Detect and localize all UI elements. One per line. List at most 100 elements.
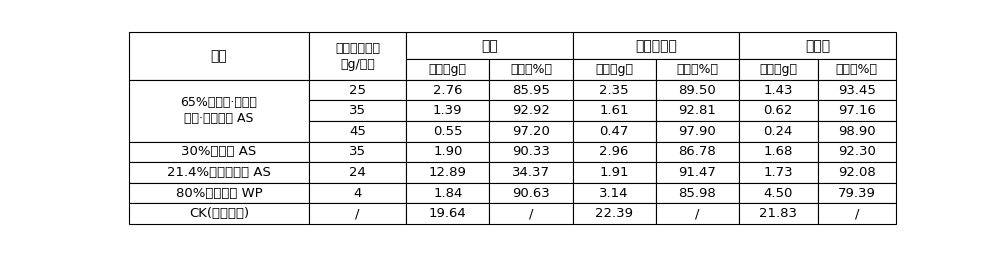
Bar <box>309 203 406 224</box>
Text: /: / <box>355 207 360 220</box>
Text: /: / <box>529 207 533 220</box>
Text: 97.16: 97.16 <box>838 104 876 117</box>
Bar <box>573 183 656 203</box>
Text: 有效成分用量
（g/亩）: 有效成分用量 （g/亩） <box>335 42 380 71</box>
Text: 0.47: 0.47 <box>599 125 629 138</box>
Text: CK(清水对照): CK(清水对照) <box>189 207 249 220</box>
Bar <box>656 59 739 80</box>
Bar <box>818 100 896 121</box>
Bar <box>656 183 739 203</box>
Text: 1.73: 1.73 <box>763 166 793 179</box>
Text: 1.84: 1.84 <box>433 187 462 200</box>
Text: 65%草甘膦·三氟羧
草醚·嘧草硫醚 AS: 65%草甘膦·三氟羧 草醚·嘧草硫醚 AS <box>181 96 257 125</box>
Bar <box>739 121 818 142</box>
Text: 1.39: 1.39 <box>433 104 463 117</box>
Text: 1.68: 1.68 <box>764 146 793 158</box>
Text: 98.90: 98.90 <box>838 125 876 138</box>
Text: 80%嘧草硫醚 WP: 80%嘧草硫醚 WP <box>176 187 262 200</box>
Bar <box>739 183 818 203</box>
Text: /: / <box>855 207 859 220</box>
Text: 处理: 处理 <box>211 49 227 63</box>
Bar <box>129 80 309 142</box>
Text: 97.20: 97.20 <box>512 125 550 138</box>
Bar <box>573 142 656 162</box>
Bar <box>489 142 573 162</box>
Text: 34.37: 34.37 <box>512 166 550 179</box>
Bar <box>739 142 818 162</box>
Bar <box>406 183 489 203</box>
Text: 92.08: 92.08 <box>838 166 876 179</box>
Text: 3.14: 3.14 <box>599 187 629 200</box>
Bar <box>406 142 489 162</box>
Text: 12.89: 12.89 <box>429 166 467 179</box>
Bar <box>739 203 818 224</box>
Bar <box>818 142 896 162</box>
Bar <box>818 121 896 142</box>
Bar <box>309 183 406 203</box>
Text: 2.35: 2.35 <box>599 84 629 97</box>
Text: 4.50: 4.50 <box>764 187 793 200</box>
Text: 90.63: 90.63 <box>512 187 550 200</box>
Bar <box>818 59 896 80</box>
Text: 1.90: 1.90 <box>433 146 462 158</box>
Text: 92.92: 92.92 <box>512 104 550 117</box>
Text: 93.45: 93.45 <box>838 84 876 97</box>
Bar <box>406 33 573 59</box>
Bar <box>406 121 489 142</box>
Bar <box>656 162 739 183</box>
Text: 85.98: 85.98 <box>679 187 716 200</box>
Bar <box>739 33 896 59</box>
Bar <box>489 121 573 142</box>
Bar <box>129 162 309 183</box>
Text: 25: 25 <box>349 84 366 97</box>
Bar <box>406 59 489 80</box>
Bar <box>489 203 573 224</box>
Text: 0.24: 0.24 <box>764 125 793 138</box>
Bar <box>309 80 406 100</box>
Text: 2.96: 2.96 <box>599 146 629 158</box>
Text: 1.43: 1.43 <box>764 84 793 97</box>
Text: 4: 4 <box>353 187 362 200</box>
Text: 24: 24 <box>349 166 366 179</box>
Bar <box>573 100 656 121</box>
Bar <box>739 100 818 121</box>
Text: 鲜重（g）: 鲜重（g） <box>595 63 633 76</box>
Bar <box>489 183 573 203</box>
Text: 1.91: 1.91 <box>599 166 629 179</box>
Text: 鲜重（g）: 鲜重（g） <box>429 63 467 76</box>
Bar <box>818 80 896 100</box>
Text: 86.78: 86.78 <box>679 146 716 158</box>
Bar <box>489 162 573 183</box>
Text: 马唐: 马唐 <box>481 39 498 53</box>
Bar <box>656 121 739 142</box>
Text: 鲜重（g）: 鲜重（g） <box>759 63 797 76</box>
Bar <box>489 80 573 100</box>
Text: 防效（%）: 防效（%） <box>836 63 878 76</box>
Text: 0.55: 0.55 <box>433 125 463 138</box>
Text: 79.39: 79.39 <box>838 187 876 200</box>
Bar <box>309 33 406 80</box>
Bar <box>656 142 739 162</box>
Text: 防效（%）: 防效（%） <box>676 63 718 76</box>
Text: 92.81: 92.81 <box>678 104 716 117</box>
Bar <box>129 142 309 162</box>
Text: 防效（%）: 防效（%） <box>510 63 552 76</box>
Bar <box>818 183 896 203</box>
Bar <box>129 183 309 203</box>
Bar <box>406 80 489 100</box>
Text: 21.4%三氟羧草醚 AS: 21.4%三氟羧草醚 AS <box>167 166 271 179</box>
Bar <box>309 121 406 142</box>
Bar <box>573 203 656 224</box>
Text: 30%草甘膦 AS: 30%草甘膦 AS <box>181 146 257 158</box>
Text: 45: 45 <box>349 125 366 138</box>
Text: 22.39: 22.39 <box>595 207 633 220</box>
Text: /: / <box>695 207 700 220</box>
Text: 1.61: 1.61 <box>599 104 629 117</box>
Bar <box>656 80 739 100</box>
Bar <box>739 162 818 183</box>
Text: 90.33: 90.33 <box>512 146 550 158</box>
Bar <box>573 33 739 59</box>
Text: 21.83: 21.83 <box>759 207 797 220</box>
Bar <box>406 100 489 121</box>
Bar <box>573 59 656 80</box>
